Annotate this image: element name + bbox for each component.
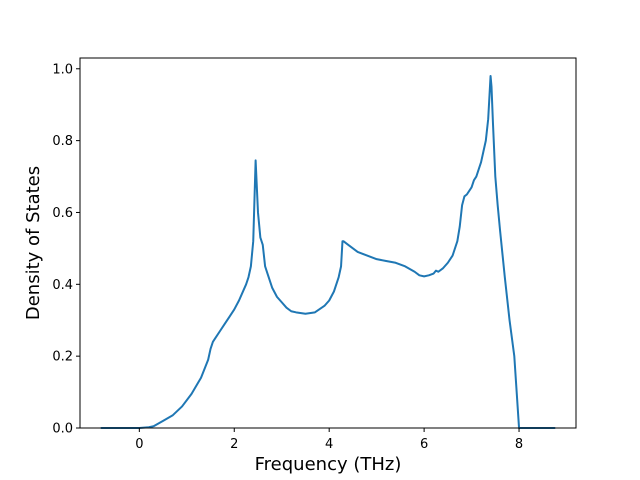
y-tick-label: 0.4 bbox=[52, 278, 73, 293]
y-tick-label: 0.2 bbox=[52, 350, 73, 365]
x-tick-label: 4 bbox=[325, 437, 333, 452]
x-tick-label: 8 bbox=[515, 437, 523, 452]
y-tick-label: 0.0 bbox=[52, 422, 73, 437]
x-axis-label: Frequency (THz) bbox=[255, 454, 402, 475]
y-axis-label: Density of States bbox=[23, 166, 44, 320]
x-tick-label: 0 bbox=[135, 437, 143, 452]
y-axis-ticks: 0.0 0.2 0.4 0.6 0.8 1.0 bbox=[52, 62, 80, 437]
x-tick-label: 2 bbox=[230, 437, 238, 452]
axes-frame bbox=[79, 57, 577, 429]
plot-area bbox=[100, 74, 556, 429]
series-line-0 bbox=[100, 74, 556, 429]
y-tick-label: 0.8 bbox=[52, 134, 73, 149]
x-axis-ticks: 0 2 4 6 8 bbox=[135, 428, 523, 452]
y-tick-label: 1.0 bbox=[52, 62, 73, 77]
x-tick-label: 6 bbox=[420, 437, 428, 452]
y-tick-label: 0.6 bbox=[52, 206, 73, 221]
